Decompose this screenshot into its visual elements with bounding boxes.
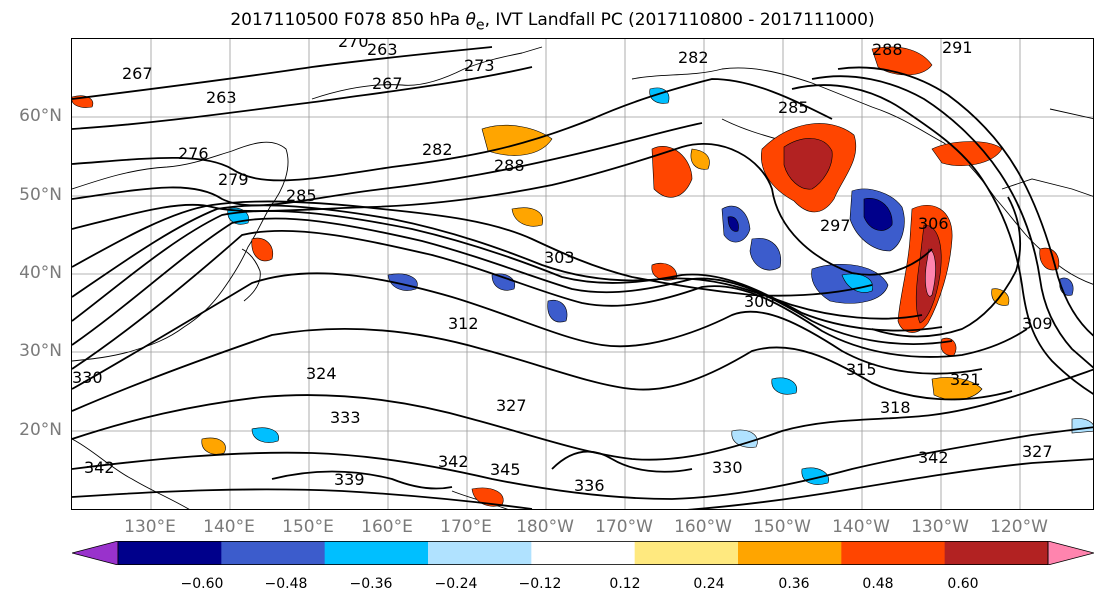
- contour-label: 342: [438, 452, 469, 471]
- lat-label-20n: 20°N: [19, 420, 62, 440]
- colorbar-tick-label: 0.36: [778, 576, 810, 592]
- lon-label: 140°W: [832, 517, 890, 537]
- title-theta-symbol: θ: [465, 10, 476, 30]
- contour-label: 297: [820, 216, 851, 235]
- lon-label: 140°E: [203, 517, 255, 537]
- contour-label: 312: [448, 314, 479, 333]
- title-prefix: 2017110500 F078 850 hPa: [230, 10, 466, 30]
- colorbar-segment: [738, 541, 842, 565]
- lat-label-30n: 30°N: [19, 341, 62, 361]
- contour-label: 306: [918, 214, 949, 233]
- colorbar-segment: [221, 541, 326, 565]
- contour-label: 309: [1022, 314, 1053, 333]
- colorbar-tick-label: −0.60: [180, 576, 224, 592]
- colorbar-tick-label: 0.12: [609, 576, 641, 592]
- contour-label: 276: [178, 144, 209, 163]
- colorbar-segment: [634, 541, 739, 565]
- title-suffix: , IVT Landfall PC (2017110800 - 20171110…: [484, 10, 875, 30]
- colorbar-tick-label: −0.24: [434, 576, 478, 592]
- contour-label: 300: [744, 292, 775, 311]
- colorbar-tick-label: 0.24: [693, 576, 725, 592]
- contour-label: 285: [286, 186, 317, 205]
- lon-label: 160°W: [674, 517, 732, 537]
- colorbar-tick-label: 0.48: [862, 576, 894, 592]
- lon-label: 150°E: [282, 517, 334, 537]
- map-svg: 270 267 263 267 263 273 282 288 276 279 …: [72, 39, 1093, 509]
- lon-label: 170°E: [440, 517, 492, 537]
- contour-label: 263: [206, 88, 237, 107]
- colorbar-extend-high: [1047, 541, 1094, 565]
- contour-label: 267: [122, 64, 153, 83]
- contour-label: 315: [846, 360, 877, 379]
- contour-label: 330: [712, 458, 743, 477]
- lat-label-60n: 60°N: [19, 106, 62, 126]
- contour-label: 327: [1022, 442, 1053, 461]
- colorbar-tick-label: −0.36: [349, 576, 393, 592]
- contour-label: 267: [372, 74, 403, 93]
- contour-label: 288: [494, 156, 525, 175]
- contour-label: 285: [778, 98, 809, 117]
- lon-label: 180°W: [516, 517, 574, 537]
- lon-label: 160°E: [361, 517, 413, 537]
- map-title: 2017110500 F078 850 hPa θe, IVT Landfall…: [0, 10, 1105, 33]
- colorbar-segment: [324, 541, 429, 565]
- lon-label: 120°W: [990, 517, 1048, 537]
- lon-label: 170°W: [595, 517, 653, 537]
- contour-label: 336: [574, 476, 605, 495]
- contour-label: 321: [950, 370, 981, 389]
- colorbar-tick-label: 0.60: [947, 576, 979, 592]
- colorbar-tick-label: −0.48: [264, 576, 308, 592]
- colorbar-extend-low: [72, 541, 119, 565]
- colorbar-segment: [841, 541, 946, 565]
- lon-label: 130°W: [911, 517, 969, 537]
- colorbar-segment: [531, 541, 636, 565]
- lon-label: 130°E: [124, 517, 176, 537]
- colorbar-tick-label: −0.12: [518, 576, 562, 592]
- contour-label: 339: [334, 470, 365, 489]
- lat-label-50n: 50°N: [19, 185, 62, 205]
- colorbar-segment: [118, 541, 222, 565]
- map-panel: 270 267 263 267 263 273 282 288 276 279 …: [71, 38, 1094, 510]
- title-subscript: e: [475, 17, 485, 34]
- contour-label: 318: [880, 398, 911, 417]
- contour-label: 282: [422, 140, 453, 159]
- contour-label: 303: [544, 248, 575, 267]
- lat-label-40n: 40°N: [19, 263, 62, 283]
- contour-label: 330: [72, 368, 103, 387]
- contour-label: 279: [218, 170, 249, 189]
- colorbar-segment: [428, 541, 532, 565]
- colorbar-segment: [944, 541, 1049, 565]
- colorbar: [72, 541, 1094, 565]
- lon-label: 150°W: [753, 517, 811, 537]
- contour-label: 342: [918, 448, 949, 467]
- contour-label: 324: [306, 364, 337, 383]
- contour-label: 333: [330, 408, 361, 427]
- contour-label: 327: [496, 396, 527, 415]
- contour-label: 270: [338, 39, 369, 51]
- contour-label: 273: [464, 56, 495, 75]
- contour-label: 282: [678, 48, 709, 67]
- contour-label: 288: [872, 40, 903, 59]
- colorbar-frame: [117, 541, 1049, 565]
- contour-label: 263: [367, 40, 398, 59]
- contour-label: 291: [942, 39, 973, 57]
- contour-labels: 270 267 263 267 263 273 282 288 276 279 …: [72, 39, 1053, 495]
- theta-e-contours: [72, 46, 1093, 509]
- contour-label: 342: [84, 458, 115, 477]
- contour-label: 345: [490, 460, 521, 479]
